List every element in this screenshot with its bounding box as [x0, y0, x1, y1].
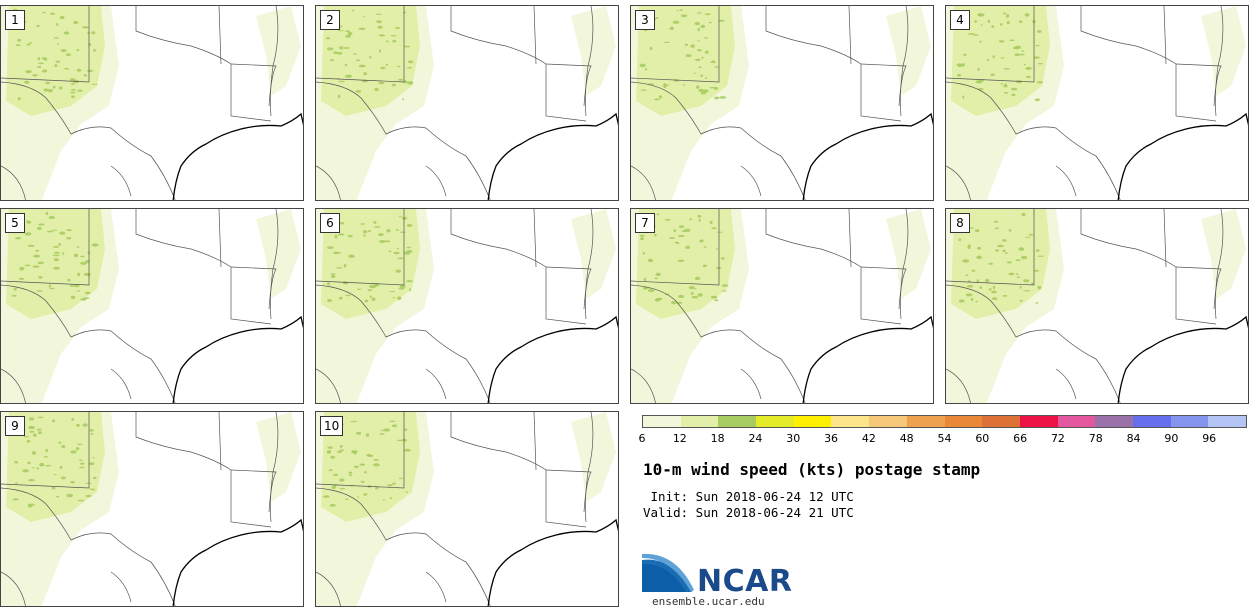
- colorbar-tick-label: 84: [1126, 432, 1141, 445]
- colorbar-segment: [1132, 416, 1171, 427]
- valid-time: Valid: Sun 2018-06-24 21 UTC: [643, 505, 854, 520]
- colorbar-tick-label: 60: [975, 432, 990, 445]
- website-link[interactable]: ensemble.ucar.edu: [652, 595, 765, 608]
- colorbar-tick-label: 72: [1050, 432, 1065, 445]
- ncar-logo-icon: [642, 553, 694, 592]
- member-panel-6: 6: [315, 208, 619, 404]
- map-graphic: [316, 412, 618, 606]
- member-label: 6: [320, 213, 340, 233]
- colorbar-tick-label: 42: [861, 432, 876, 445]
- plot-title: 10-m wind speed (kts) postage stamp: [643, 460, 981, 479]
- member-panel-7: 7: [630, 208, 934, 404]
- member-label: 8: [950, 213, 970, 233]
- colorbar-segment: [756, 416, 794, 427]
- colorbar-segment: [1019, 416, 1058, 427]
- colorbar-segment: [944, 416, 983, 427]
- init-time: Init: Sun 2018-06-24 12 UTC: [643, 489, 854, 504]
- member-label: 2: [320, 10, 340, 30]
- colorbar-segment: [1170, 416, 1209, 427]
- map-graphic: [316, 209, 618, 403]
- colorbar-segment: [793, 416, 832, 427]
- colorbar-segment: [1095, 416, 1133, 427]
- colorbar-segment: [1057, 416, 1096, 427]
- map-graphic: [946, 6, 1248, 200]
- colorbar-tick-label: 6: [638, 432, 646, 445]
- colorbar: [642, 415, 1247, 428]
- member-panel-4: 4: [945, 5, 1249, 201]
- colorbar-tick-label: 90: [1164, 432, 1179, 445]
- logo-text: NCAR: [697, 564, 793, 599]
- map-graphic: [631, 209, 933, 403]
- map-graphic: [316, 6, 618, 200]
- colorbar-segment: [906, 416, 945, 427]
- colorbar-segment: [643, 416, 681, 427]
- member-label: 10: [320, 416, 344, 436]
- member-panel-2: 2: [315, 5, 619, 201]
- member-panel-9: 9: [0, 411, 304, 607]
- member-label: 4: [950, 10, 970, 30]
- colorbar-tick-label: 18: [710, 432, 725, 445]
- colorbar-tick-label: 24: [748, 432, 763, 445]
- colorbar-tick-label: 12: [672, 432, 687, 445]
- colorbar-tick-label: 48: [899, 432, 914, 445]
- colorbar-tick-label: 78: [1088, 432, 1103, 445]
- colorbar-tick-label: 96: [1202, 432, 1217, 445]
- member-panel-10: 10: [315, 411, 619, 607]
- member-label: 1: [5, 10, 25, 30]
- colorbar-tick-label: 66: [1013, 432, 1028, 445]
- member-label: 7: [635, 213, 655, 233]
- member-panel-5: 5: [0, 208, 304, 404]
- colorbar-tick-label: 30: [786, 432, 801, 445]
- member-label: 9: [5, 416, 25, 436]
- colorbar-segment: [982, 416, 1020, 427]
- map-graphic: [631, 6, 933, 200]
- colorbar-segment: [1208, 416, 1246, 427]
- map-graphic: [1, 412, 303, 606]
- member-panel-3: 3: [630, 5, 934, 201]
- colorbar-segment: [718, 416, 757, 427]
- map-graphic: [1, 6, 303, 200]
- member-panel-1: 1: [0, 5, 304, 201]
- colorbar-segment: [869, 416, 907, 427]
- map-graphic: [1, 209, 303, 403]
- member-panel-8: 8: [945, 208, 1249, 404]
- colorbar-tick-label: 36: [824, 432, 839, 445]
- map-graphic: [946, 209, 1248, 403]
- colorbar-ticks: 6 12 18 24 30 36 42 48 54 60 66 72 78 84 90 96: [638, 432, 1247, 446]
- colorbar-segment: [831, 416, 870, 427]
- member-label: 3: [635, 10, 655, 30]
- colorbar-segment: [680, 416, 719, 427]
- member-label: 5: [5, 213, 25, 233]
- colorbar-tick-label: 54: [937, 432, 952, 445]
